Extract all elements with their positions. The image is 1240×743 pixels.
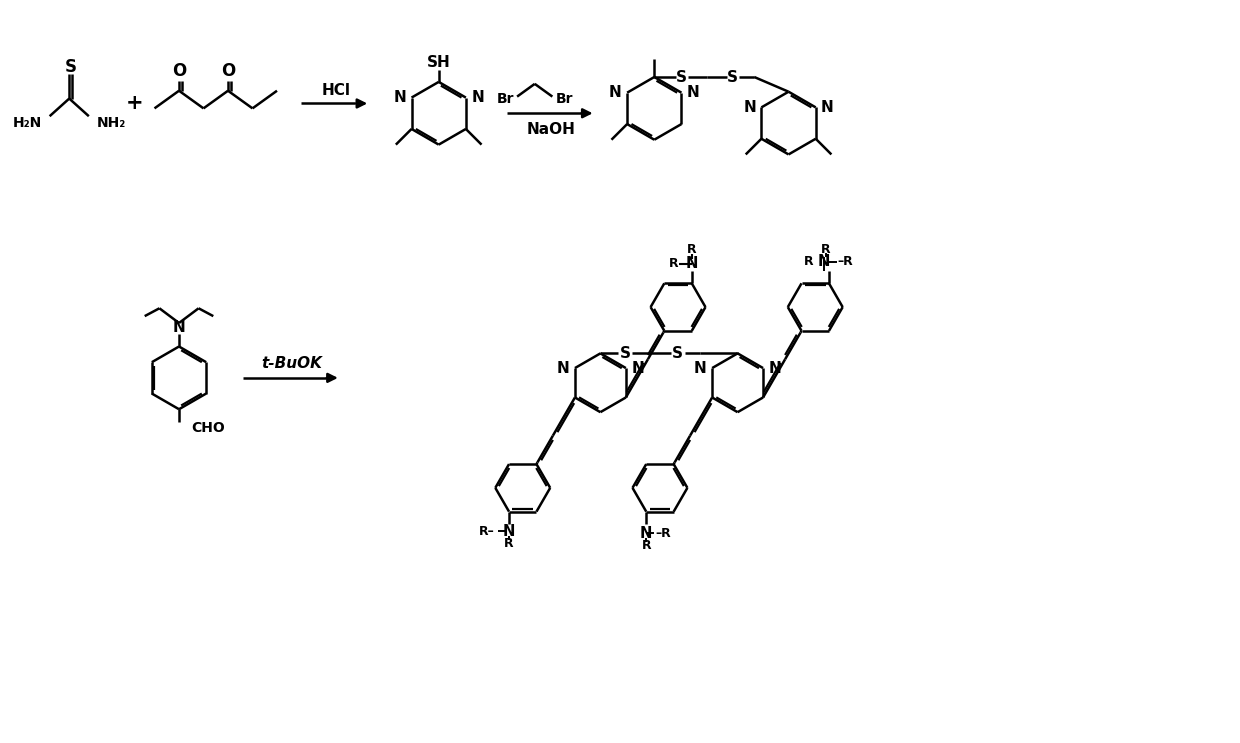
Text: N: N: [393, 90, 407, 105]
Text: N: N: [693, 360, 707, 375]
Text: N: N: [640, 526, 652, 541]
Text: N: N: [743, 100, 756, 115]
Text: N: N: [609, 85, 621, 100]
Text: O: O: [172, 62, 186, 80]
Text: t-BuOK: t-BuOK: [262, 356, 322, 371]
Text: –R: –R: [838, 256, 853, 268]
Text: Br: Br: [497, 91, 515, 106]
Text: HCl: HCl: [321, 83, 350, 98]
Text: S: S: [676, 70, 687, 85]
Text: R: R: [505, 537, 513, 551]
Text: SH: SH: [427, 55, 450, 70]
Text: R: R: [687, 244, 697, 256]
Text: NH₂: NH₂: [97, 116, 126, 130]
Text: N: N: [172, 320, 185, 335]
Text: R: R: [670, 257, 680, 270]
Text: H₂N: H₂N: [12, 116, 42, 130]
Text: –R: –R: [655, 527, 671, 539]
Text: N: N: [631, 360, 645, 375]
Text: R: R: [821, 244, 831, 256]
Text: R: R: [804, 256, 813, 268]
Text: N: N: [687, 85, 699, 100]
Text: N: N: [503, 524, 516, 539]
Text: S: S: [620, 346, 630, 361]
Text: S: S: [64, 58, 77, 77]
Text: N: N: [686, 256, 698, 271]
Text: N: N: [818, 254, 831, 269]
Text: –: –: [682, 257, 688, 270]
Text: S: S: [672, 346, 683, 361]
Text: R: R: [641, 539, 651, 553]
Text: NaOH: NaOH: [527, 123, 575, 137]
Text: S: S: [727, 70, 738, 85]
Text: N: N: [821, 100, 833, 115]
Text: Br: Br: [556, 91, 573, 106]
Text: N: N: [471, 90, 484, 105]
Text: R–: R–: [479, 525, 495, 538]
Text: N: N: [769, 360, 781, 375]
Text: CHO: CHO: [191, 421, 224, 435]
Text: +: +: [126, 94, 144, 114]
Text: N: N: [557, 360, 569, 375]
Text: O: O: [221, 62, 236, 80]
